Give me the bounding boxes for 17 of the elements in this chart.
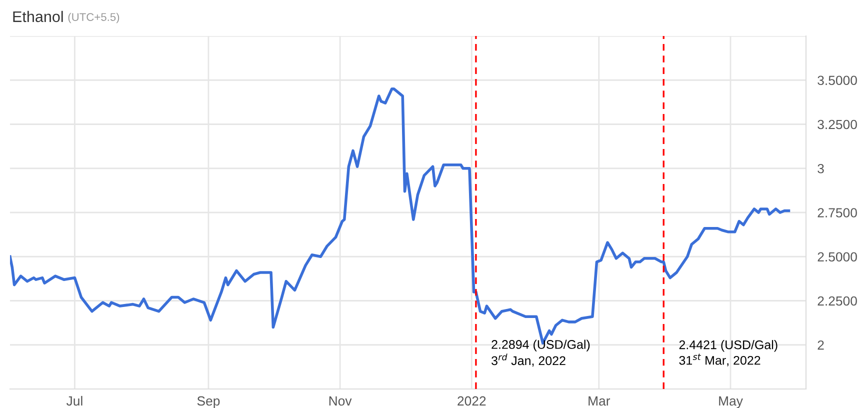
chart-title: Ethanol <box>13 10 63 22</box>
y-tick-label: 3.5000 <box>818 76 857 86</box>
y-tick-label: 2.2500 <box>818 296 857 306</box>
x-tick-label: Mar <box>588 396 610 406</box>
y-tick-label: 2.5000 <box>818 252 857 262</box>
y-tick-label: 2.7500 <box>818 208 857 218</box>
x-tick-label: Nov <box>329 396 352 406</box>
y-tick-label: 3.2500 <box>818 120 857 130</box>
x-tick-label: Jul <box>66 396 82 406</box>
x-tick-label: Sep <box>197 396 220 408</box>
ref-line-label: 2.4421 (USD/Gal) 31$^{st}$ Mar, 2022 <box>679 340 778 366</box>
y-tick-label: 2 <box>818 340 824 350</box>
y-tick-label: 3 <box>818 164 824 174</box>
chart-subtitle: (UTC+5.5) <box>68 12 120 24</box>
x-tick-label: May <box>719 396 743 408</box>
ref-line-label: 2.2894 (USD/Gal) 3$^{rd}$ Jan, 2022 <box>492 340 590 367</box>
x-tick-label: 2022 <box>458 396 486 406</box>
